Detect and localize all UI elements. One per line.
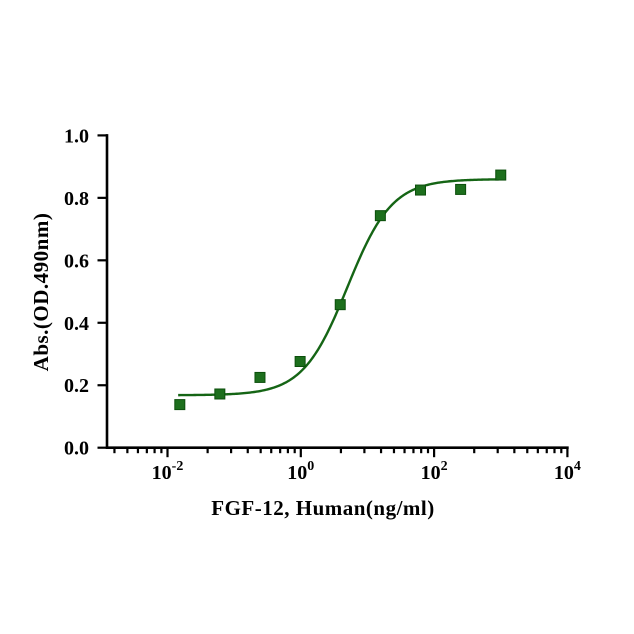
y-axis-ticks [97,134,107,449]
x-tick-label: 10-2 [152,459,184,484]
data-point-marker [214,388,226,400]
x-tick-label: 102 [421,459,448,484]
x-axis-tick-labels: 10-2 100 102 104 [152,459,581,484]
x-axis-title: FGF-12, Human(ng/ml) [211,496,435,520]
data-point-marker [455,183,467,195]
y-tick-label: 0.8 [64,188,89,210]
data-point-marker [414,184,426,196]
data-point-marker [254,371,266,383]
y-tick-label: 0.0 [64,438,89,460]
y-axis-title: Abs.(OD.490nm) [29,213,53,372]
data-points [174,169,507,411]
y-tick-label: 1.0 [64,125,89,147]
y-tick-label: 0.6 [64,250,89,272]
data-point-marker [294,356,306,368]
y-tick-label: 0.2 [64,375,89,397]
data-point-marker [174,399,186,411]
y-tick-label: 0.4 [64,313,89,335]
data-point-marker [495,169,507,181]
x-tick-label: 100 [287,459,314,484]
x-tick-label: 104 [554,459,581,484]
y-axis-tick-labels: 0.0 0.2 0.4 0.6 0.8 1.0 [64,125,89,459]
fit-curve-line [178,178,503,397]
data-point-marker [334,299,346,311]
data-point-marker [374,210,386,222]
x-axis-ticks [113,447,569,458]
